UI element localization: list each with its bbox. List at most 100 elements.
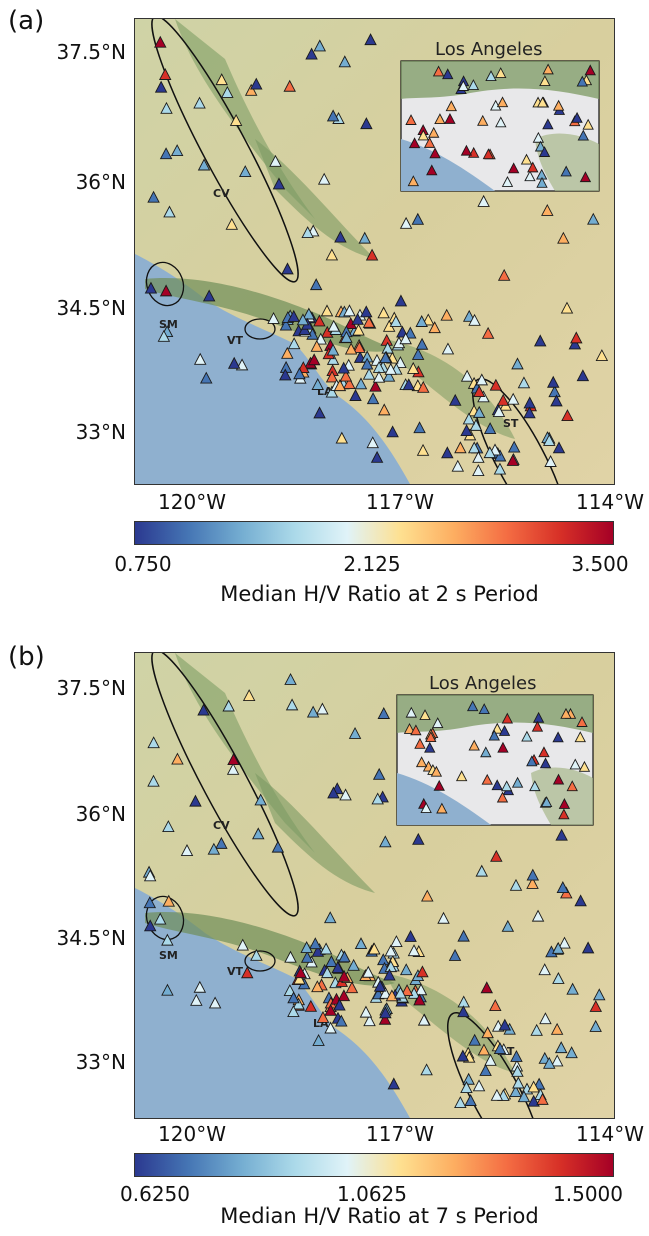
station-marker (327, 319, 340, 332)
region-label-vt: VT (227, 965, 244, 978)
colorbar-title: Median H/V Ratio at 7 s Period (220, 1204, 539, 1228)
station-marker (533, 334, 547, 347)
station-marker (472, 1079, 486, 1092)
station-marker (408, 137, 421, 149)
inset-title: Los Angeles (429, 673, 537, 694)
station-marker (227, 356, 241, 369)
station-marker (460, 1081, 473, 1093)
station-marker (501, 176, 514, 187)
station-marker (539, 757, 552, 769)
station-marker (417, 1013, 431, 1026)
station-marker (460, 424, 473, 437)
station-marker (394, 986, 407, 999)
station-marker (584, 64, 596, 76)
station-marker (279, 318, 293, 331)
station-marker (325, 385, 339, 398)
station-marker (448, 948, 462, 961)
station-marker (462, 1072, 475, 1085)
station-marker (364, 33, 377, 46)
station-marker (582, 118, 594, 130)
station-marker (592, 988, 606, 1001)
map-panel-b[interactable]: CV SM VT LA ST Los Angeles (134, 652, 615, 1119)
inset-station-markers (405, 63, 596, 188)
station-marker (333, 998, 346, 1011)
map-panel-a[interactable]: CV SM VT LA ST Los Angeles (134, 18, 615, 485)
station-marker (497, 268, 511, 281)
station-marker (539, 75, 551, 87)
station-marker (159, 284, 173, 297)
station-marker (407, 944, 421, 957)
station-marker (468, 1033, 481, 1046)
station-marker (360, 305, 373, 318)
station-marker (480, 981, 494, 994)
station-marker (324, 1021, 337, 1034)
colorbar-title: Median H/V Ratio at 2 s Period (220, 582, 539, 606)
station-marker (595, 349, 609, 362)
station-marker (379, 986, 392, 999)
station-marker (144, 281, 158, 294)
station-marker (404, 326, 417, 339)
station-marker (574, 894, 587, 907)
station-marker (407, 175, 420, 187)
station-marker (552, 972, 565, 984)
station-marker (313, 406, 326, 419)
station-marker (493, 449, 507, 462)
station-marker (162, 820, 175, 833)
station-marker (483, 422, 497, 434)
lat-label: 33°N (75, 1050, 126, 1074)
station-marker (472, 385, 486, 398)
station-marker (542, 118, 554, 130)
station-marker (412, 832, 425, 845)
station-marker (536, 176, 548, 188)
station-marker (552, 773, 565, 785)
station-marker (143, 919, 157, 932)
station-marker (468, 313, 481, 326)
station-marker (497, 741, 509, 753)
station-marker (414, 737, 426, 749)
station-marker (372, 767, 386, 780)
station-marker (457, 80, 470, 91)
station-marker (477, 114, 489, 126)
station-marker (337, 361, 350, 374)
station-marker (538, 146, 551, 157)
station-marker (467, 441, 481, 454)
station-marker (340, 330, 353, 343)
station-marker (359, 1005, 373, 1018)
station-marker (227, 753, 240, 766)
station-marker (252, 827, 265, 840)
station-marker (483, 446, 497, 459)
station-marker (557, 231, 570, 244)
station-marker (162, 894, 175, 907)
inset-station-markers (403, 700, 591, 820)
station-marker (485, 70, 497, 82)
station-marker (337, 969, 351, 982)
station-marker (466, 700, 479, 712)
station-marker (384, 944, 398, 957)
station-marker (272, 177, 286, 190)
station-marker (433, 779, 445, 791)
station-marker (569, 758, 581, 770)
station-marker (319, 942, 333, 955)
station-marker (160, 101, 173, 114)
station-marker (481, 326, 495, 339)
station-marker (498, 724, 511, 736)
station-marker (480, 746, 492, 758)
station-marker (161, 983, 174, 996)
station-marker (479, 1063, 492, 1076)
station-marker (577, 129, 589, 141)
station-marker (495, 67, 507, 78)
colorbar (134, 1153, 614, 1177)
station-marker (448, 393, 462, 406)
station-marker (400, 984, 414, 996)
station-marker (565, 1046, 578, 1059)
station-marker (517, 376, 531, 389)
station-marker (406, 361, 420, 374)
station-marker (316, 1010, 330, 1023)
station-marker (403, 722, 416, 734)
station-marker (501, 712, 514, 724)
station-marker (493, 1042, 507, 1054)
station-marker (320, 304, 334, 317)
station-marker (511, 1064, 524, 1077)
station-marker (509, 878, 523, 891)
station-marker (481, 773, 493, 785)
